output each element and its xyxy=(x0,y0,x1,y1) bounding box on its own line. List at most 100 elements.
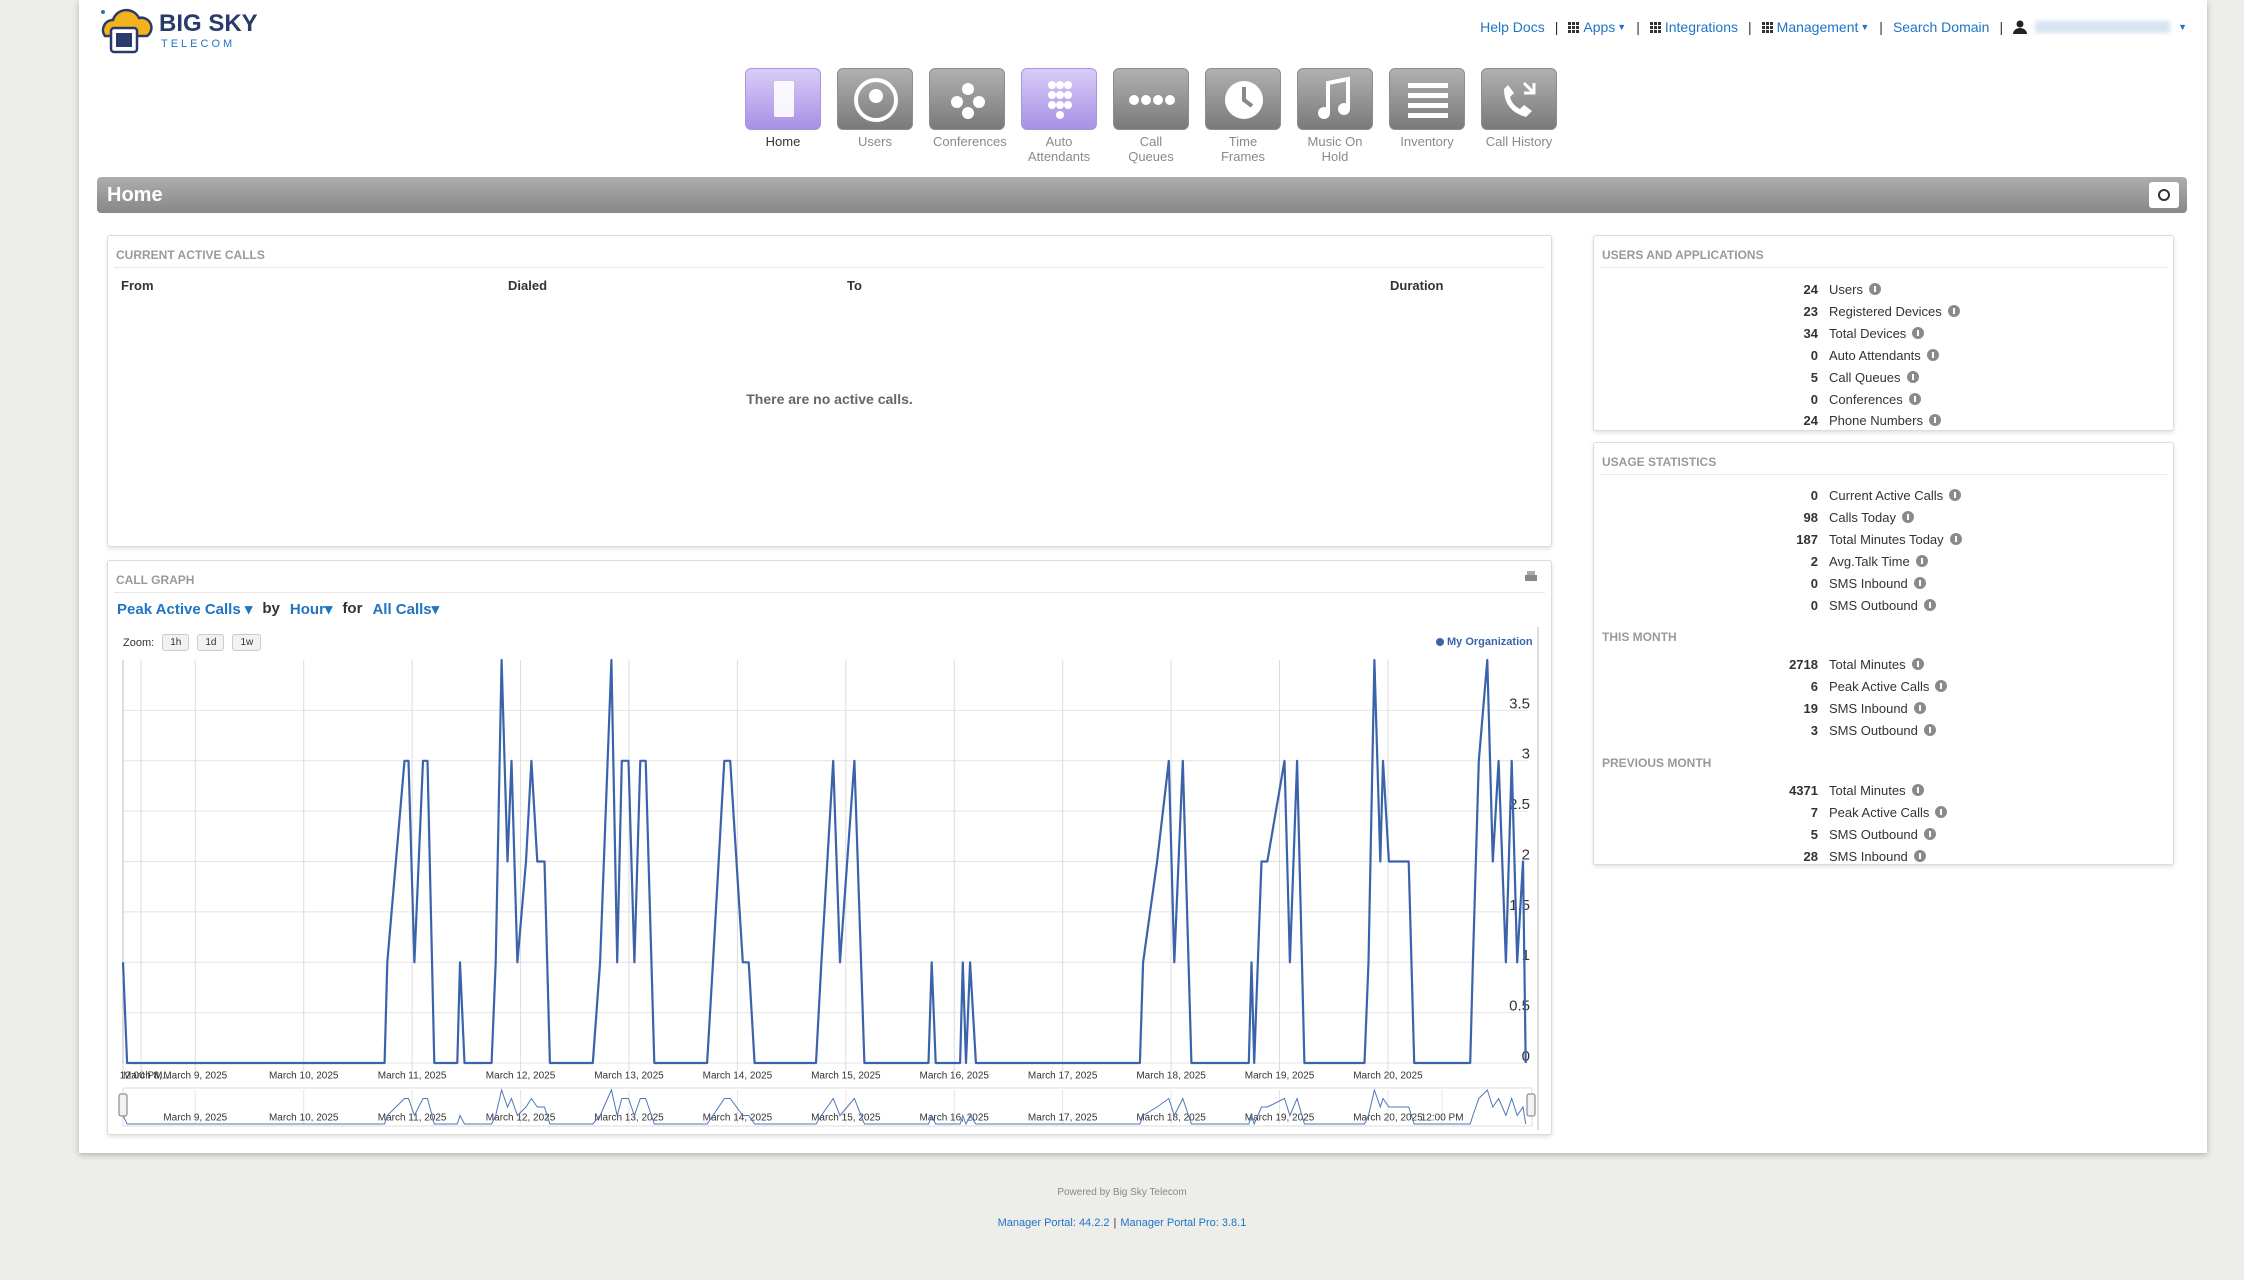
logo[interactable]: BIG SKY TELECOM xyxy=(97,6,277,56)
stat-label: Total Minutes xyxy=(1829,783,1924,798)
top-link[interactable]: Help Docs xyxy=(1480,19,1545,35)
nav-item[interactable]: Auto Attendants xyxy=(1013,68,1105,164)
nav-label: Inventory xyxy=(1400,134,1454,149)
user-menu[interactable]: ▼ xyxy=(2013,20,2187,34)
zoom-button[interactable]: 1h xyxy=(162,634,190,651)
metric-select[interactable]: Peak Active Calls ▾ xyxy=(117,601,253,618)
powered-by: Powered by Big Sky Telecom xyxy=(1057,1187,1187,1198)
zoom-button[interactable]: 1d xyxy=(197,634,225,651)
separator: | xyxy=(1879,19,1883,35)
section-title: PREVIOUS MONTH xyxy=(1602,756,1712,770)
top-link[interactable]: Search Domain xyxy=(1893,19,1990,35)
top-link-text: Search Domain xyxy=(1892,19,1990,35)
info-icon[interactable] xyxy=(1911,784,1924,796)
graph-controls: Peak Active Calls ▾ by Hour▾ for All Cal… xyxy=(117,600,439,618)
stat-label: SMS Outbound xyxy=(1829,723,1936,738)
stat-label: SMS Outbound xyxy=(1829,827,1936,842)
stat-label-text: Avg.Talk Time xyxy=(1829,553,1910,569)
separator: | xyxy=(1554,19,1559,35)
nav-icon xyxy=(1205,68,1281,130)
stat-label-text: SMS Outbound xyxy=(1829,826,1918,842)
stat-label-text: Current Active Calls xyxy=(1829,488,1944,503)
stat-label: Avg.Talk Time xyxy=(1829,554,1928,569)
nav-icon xyxy=(1113,68,1189,130)
nav-item[interactable]: Call History xyxy=(1473,68,1565,164)
stat-value: 0 xyxy=(1810,391,1818,407)
nav-item[interactable]: Music On Hold xyxy=(1289,68,1381,164)
column-header: From xyxy=(121,278,154,293)
info-icon[interactable] xyxy=(1912,326,1925,339)
stat-row: 187 Total Minutes Today xyxy=(1594,532,2173,552)
column-header: Duration xyxy=(1390,278,1444,293)
info-icon[interactable] xyxy=(1913,576,1926,589)
nav-item[interactable]: Conferences xyxy=(921,68,1013,164)
top-link[interactable]: Integrations xyxy=(1649,19,1738,35)
empty-message: There are no active calls. xyxy=(746,391,913,407)
info-icon[interactable] xyxy=(1868,283,1881,295)
active-pointer xyxy=(764,165,786,177)
stat-label: Call Queues xyxy=(1829,370,1919,385)
nav-item[interactable]: Time Frames xyxy=(1197,68,1289,164)
print-icon[interactable] xyxy=(1523,569,1539,585)
stat-value: 7 xyxy=(1810,804,1818,820)
stat-label: Total Devices xyxy=(1829,326,1925,341)
info-icon[interactable] xyxy=(1935,680,1948,693)
footer-link[interactable]: Manager Portal Pro: 3.8.1 xyxy=(1120,1217,1247,1229)
stat-value: 23 xyxy=(1803,303,1818,319)
stat-label: Total Minutes xyxy=(1829,657,1924,672)
refresh-icon xyxy=(2158,189,2170,201)
stat-value: 98 xyxy=(1803,509,1818,525)
stat-label: Peak Active Calls xyxy=(1829,679,1948,695)
nav-item[interactable]: Call Queues xyxy=(1105,68,1197,164)
stat-label: Current Active Calls xyxy=(1829,488,1962,503)
period-select[interactable]: Hour▾ xyxy=(289,601,333,618)
stat-label-text: Users xyxy=(1829,282,1863,297)
info-icon[interactable] xyxy=(1923,827,1936,840)
stat-label-text: Auto Attendants xyxy=(1829,347,1921,363)
info-icon[interactable] xyxy=(1949,532,1962,545)
stat-label: Calls Today xyxy=(1829,510,1914,525)
info-icon[interactable] xyxy=(1947,304,1960,317)
info-icon[interactable] xyxy=(1923,598,1936,611)
zoom-label: Zoom: xyxy=(123,636,155,649)
top-link-text: Apps xyxy=(1583,19,1616,35)
top-link[interactable]: Apps ▼ xyxy=(1568,19,1626,35)
stat-row: 28 SMS Inbound xyxy=(1594,849,2173,869)
nav-item[interactable]: Users xyxy=(829,68,921,164)
top-link[interactable]: Management ▼ xyxy=(1761,19,1869,35)
nav-bar: Home Users Conferences Auto Attendants Call … xyxy=(737,68,1565,164)
info-icon[interactable] xyxy=(1949,489,1962,501)
nav-item[interactable]: Home xyxy=(737,68,829,164)
stat-value: 34 xyxy=(1803,325,1818,341)
stat-row: 0 SMS Outbound xyxy=(1594,598,2173,618)
nav-label: Time Frames xyxy=(1220,134,1266,164)
zoom-button[interactable]: 1w xyxy=(232,634,262,651)
stat-value: 4371 xyxy=(1789,783,1818,798)
info-icon[interactable] xyxy=(1923,724,1936,737)
column-header: To xyxy=(847,278,862,293)
footer-link[interactable]: Manager Portal: 44.2.2 xyxy=(997,1217,1110,1229)
by-label: by xyxy=(262,600,280,617)
info-icon[interactable] xyxy=(1915,554,1928,567)
stat-label-text: Peak Active Calls xyxy=(1829,804,1930,820)
filter-select[interactable]: All Calls▾ xyxy=(372,601,440,618)
nav-item[interactable]: Inventory xyxy=(1381,68,1473,164)
info-icon[interactable] xyxy=(1901,510,1914,523)
stat-label-text: Phone Numbers xyxy=(1829,413,1923,429)
stat-label-text: SMS Inbound xyxy=(1829,575,1908,591)
info-icon[interactable] xyxy=(1928,414,1941,427)
panel-title: CURRENT ACTIVE CALLS xyxy=(116,248,265,262)
info-icon[interactable] xyxy=(1913,849,1926,862)
info-icon[interactable] xyxy=(1911,658,1924,671)
refresh-button[interactable] xyxy=(2149,182,2179,208)
panel-title: USAGE STATISTICS xyxy=(1602,455,1717,469)
stat-label-text: Peak Active Calls xyxy=(1829,679,1930,695)
info-icon[interactable] xyxy=(1935,805,1948,818)
info-icon[interactable] xyxy=(1913,702,1926,715)
info-icon[interactable] xyxy=(1908,392,1921,405)
info-icon[interactable] xyxy=(1906,370,1919,383)
stat-value: 0 xyxy=(1810,597,1818,613)
stat-label: Phone Numbers xyxy=(1829,413,1941,428)
info-icon[interactable] xyxy=(1926,348,1939,361)
